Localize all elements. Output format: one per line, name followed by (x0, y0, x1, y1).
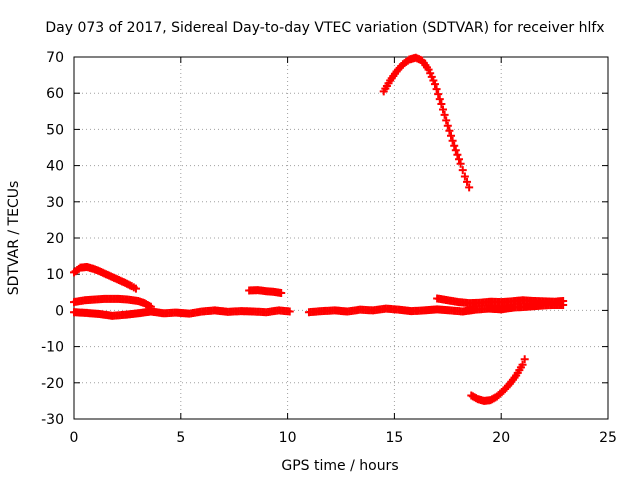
data-point (437, 100, 446, 109)
chart-title: Day 073 of 2017, Sidereal Day-to-day VTE… (45, 20, 604, 36)
x-tick-label: 20 (492, 430, 510, 446)
data-point (518, 360, 527, 369)
data-point-fill (440, 110, 449, 119)
y-tick-label: 50 (46, 122, 64, 138)
data-point-fill (453, 150, 462, 159)
data-series (245, 286, 286, 298)
data-point (456, 159, 465, 168)
data-point (443, 121, 452, 130)
data-points (70, 53, 568, 405)
data-point (465, 183, 474, 192)
y-tick-label: 0 (55, 303, 64, 319)
data-point-fill (442, 116, 451, 125)
y-tick-label: -30 (41, 412, 64, 428)
data-point (430, 80, 439, 89)
data-series (379, 53, 474, 192)
y-tick-label: -20 (41, 376, 64, 392)
data-point (460, 172, 469, 181)
y-tick-label: 10 (46, 267, 64, 283)
y-tick-label: 60 (46, 86, 64, 102)
data-point-fill (455, 155, 464, 164)
data-point-fill (432, 85, 441, 94)
data-point (285, 307, 294, 316)
axis-ticks: 0 5 10 15 20 25 -30 -20 -10 0 10 20 30 40 50 60 70 (41, 50, 617, 446)
x-tick-label: 0 (70, 430, 79, 446)
y-tick-label: 70 (46, 50, 64, 66)
data-series (433, 294, 568, 308)
data-point (450, 141, 459, 150)
data-point-fill (447, 131, 456, 140)
x-tick-label: 5 (176, 430, 185, 446)
y-tick-label: 40 (46, 159, 64, 175)
data-point (277, 289, 286, 298)
data-point (131, 284, 140, 293)
data-point-fill (463, 177, 472, 186)
data-point-fill (458, 166, 467, 175)
y-axis-label: SDTVAR / TECUs (6, 181, 22, 296)
data-series (467, 355, 529, 405)
data-point-fill (451, 146, 460, 155)
x-tick-label: 10 (279, 430, 297, 446)
x-tick-label: 15 (385, 430, 403, 446)
data-point-fill (438, 105, 447, 114)
grid (74, 57, 608, 419)
data-series (70, 306, 294, 320)
x-tick-label: 25 (599, 430, 617, 446)
data-series (70, 262, 140, 293)
data-point (520, 355, 529, 364)
y-tick-label: -10 (41, 340, 64, 356)
data-series (70, 294, 155, 311)
data-point (559, 296, 568, 305)
y-tick-label: 30 (46, 195, 64, 211)
data-point-fill (448, 136, 457, 145)
data-point-fill (434, 90, 443, 99)
y-tick-label: 20 (46, 231, 64, 247)
data-point-fill (445, 126, 454, 135)
data-point-fill (435, 95, 444, 104)
x-axis-label: GPS time / hours (281, 458, 398, 474)
